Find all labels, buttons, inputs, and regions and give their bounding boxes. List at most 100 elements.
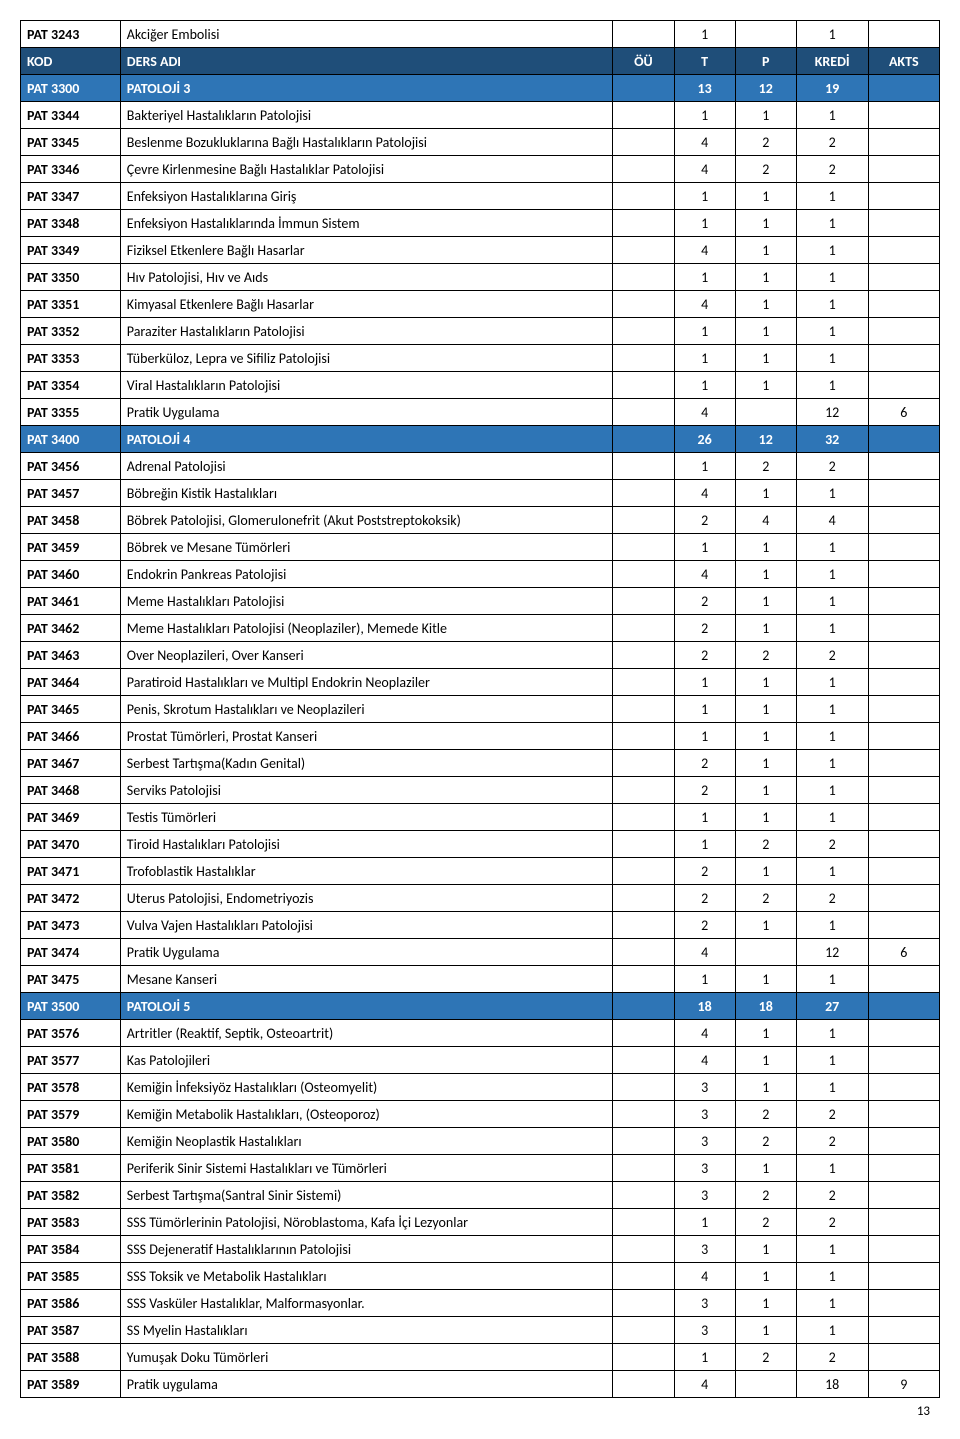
name-cell: Testis Tümörleri	[120, 804, 612, 831]
p-cell: 4	[735, 507, 796, 534]
name-cell: Pratik Uygulama	[120, 399, 612, 426]
akts-cell	[868, 1290, 939, 1317]
akts-cell	[868, 1344, 939, 1371]
t-cell: 2	[674, 912, 735, 939]
code-cell: PAT 3355	[21, 399, 121, 426]
table-row: PAT 3353Tüberküloz, Lepra ve Sifiliz Pat…	[21, 345, 940, 372]
table-row: PAT 3473Vulva Vajen Hastalıkları Patoloj…	[21, 912, 940, 939]
ou-cell	[613, 210, 674, 237]
t-cell: 4	[674, 561, 735, 588]
kredi-cell: 2	[796, 1128, 868, 1155]
name-cell: Prostat Tümörleri, Prostat Kanseri	[120, 723, 612, 750]
name-cell: Fiziksel Etkenlere Bağlı Hasarlar	[120, 237, 612, 264]
akts-cell	[868, 21, 939, 48]
code-cell: PAT 3470	[21, 831, 121, 858]
table-row: PAT 3583SSS Tümörlerinin Patolojisi, Nör…	[21, 1209, 940, 1236]
ou-cell	[613, 183, 674, 210]
name-cell: Mesane Kanseri	[120, 966, 612, 993]
code-cell: PAT 3581	[21, 1155, 121, 1182]
table-row: PAT 3345Beslenme Bozukluklarına Bağlı Ha…	[21, 129, 940, 156]
ou-cell	[613, 1047, 674, 1074]
code-cell: PAT 3583	[21, 1209, 121, 1236]
name-cell: Serbest Tartışma(Kadın Genital)	[120, 750, 612, 777]
name-cell: SSS Toksik ve Metabolik Hastalıkları	[120, 1263, 612, 1290]
code-cell: PAT 3589	[21, 1371, 121, 1398]
code-cell: PAT 3584	[21, 1236, 121, 1263]
p-cell: 1	[735, 1155, 796, 1182]
code-cell: PAT 3578	[21, 1074, 121, 1101]
p-cell: 1	[735, 1236, 796, 1263]
kredi-cell: 1	[796, 696, 868, 723]
code-cell: PAT 3588	[21, 1344, 121, 1371]
t-cell: 3	[674, 1317, 735, 1344]
code-cell: PAT 3353	[21, 345, 121, 372]
ou-cell	[613, 588, 674, 615]
name-cell: Artritler (Reaktif, Septik, Osteoartrit)	[120, 1020, 612, 1047]
ou-cell: ÖÜ	[613, 48, 674, 75]
t-cell: 1	[674, 534, 735, 561]
p-cell: P	[735, 48, 796, 75]
p-cell: 1	[735, 750, 796, 777]
p-cell: 1	[735, 318, 796, 345]
table-row: PAT 3576Artritler (Reaktif, Septik, Oste…	[21, 1020, 940, 1047]
code-cell: PAT 3347	[21, 183, 121, 210]
akts-cell	[868, 264, 939, 291]
t-cell: 4	[674, 1263, 735, 1290]
code-cell: PAT 3587	[21, 1317, 121, 1344]
kredi-cell: 2	[796, 831, 868, 858]
ou-cell	[613, 966, 674, 993]
table-row: PAT 3464Paratiroid Hastalıkları ve Multi…	[21, 669, 940, 696]
ou-cell	[613, 669, 674, 696]
code-cell: PAT 3460	[21, 561, 121, 588]
t-cell: 26	[674, 426, 735, 453]
akts-cell	[868, 453, 939, 480]
p-cell: 1	[735, 723, 796, 750]
t-cell: 3	[674, 1290, 735, 1317]
table-row: PAT 3457Böbreğin Kistik Hastalıkları411	[21, 480, 940, 507]
akts-cell	[868, 912, 939, 939]
table-row: PAT 3586SSS Vasküler Hastalıklar, Malfor…	[21, 1290, 940, 1317]
p-cell	[735, 21, 796, 48]
ou-cell	[613, 1101, 674, 1128]
kredi-cell: 27	[796, 993, 868, 1020]
table-row: PAT 3300PATOLOJİ 3131219	[21, 75, 940, 102]
t-cell: 1	[674, 21, 735, 48]
t-cell: 2	[674, 750, 735, 777]
code-cell: PAT 3462	[21, 615, 121, 642]
code-cell: PAT 3459	[21, 534, 121, 561]
kredi-cell: 1	[796, 480, 868, 507]
p-cell: 1	[735, 345, 796, 372]
kredi-cell: 1	[796, 1020, 868, 1047]
t-cell: 2	[674, 642, 735, 669]
code-cell: PAT 3351	[21, 291, 121, 318]
t-cell: 3	[674, 1236, 735, 1263]
code-cell: PAT 3463	[21, 642, 121, 669]
kredi-cell: 1	[796, 21, 868, 48]
ou-cell	[613, 858, 674, 885]
name-cell: Kemiğin Metabolik Hastalıkları, (Osteopo…	[120, 1101, 612, 1128]
name-cell: Kas Patolojileri	[120, 1047, 612, 1074]
kredi-cell: 12	[796, 399, 868, 426]
akts-cell	[868, 291, 939, 318]
akts-cell	[868, 156, 939, 183]
p-cell: 2	[735, 885, 796, 912]
kredi-cell: 1	[796, 237, 868, 264]
t-cell: 4	[674, 156, 735, 183]
p-cell: 1	[735, 1020, 796, 1047]
ou-cell	[613, 1074, 674, 1101]
code-cell: PAT 3465	[21, 696, 121, 723]
akts-cell	[868, 804, 939, 831]
kredi-cell: 18	[796, 1371, 868, 1398]
akts-cell	[868, 750, 939, 777]
p-cell: 12	[735, 426, 796, 453]
akts-cell	[868, 210, 939, 237]
kredi-cell: 1	[796, 804, 868, 831]
p-cell: 2	[735, 1344, 796, 1371]
kredi-cell: 2	[796, 1101, 868, 1128]
kredi-cell: 1	[796, 777, 868, 804]
kredi-cell: 1	[796, 102, 868, 129]
name-cell: Penis, Skrotum Hastalıkları ve Neoplazil…	[120, 696, 612, 723]
name-cell: Akciğer Embolisi	[120, 21, 612, 48]
name-cell: Enfeksiyon Hastalıklarına Giriş	[120, 183, 612, 210]
p-cell: 1	[735, 696, 796, 723]
